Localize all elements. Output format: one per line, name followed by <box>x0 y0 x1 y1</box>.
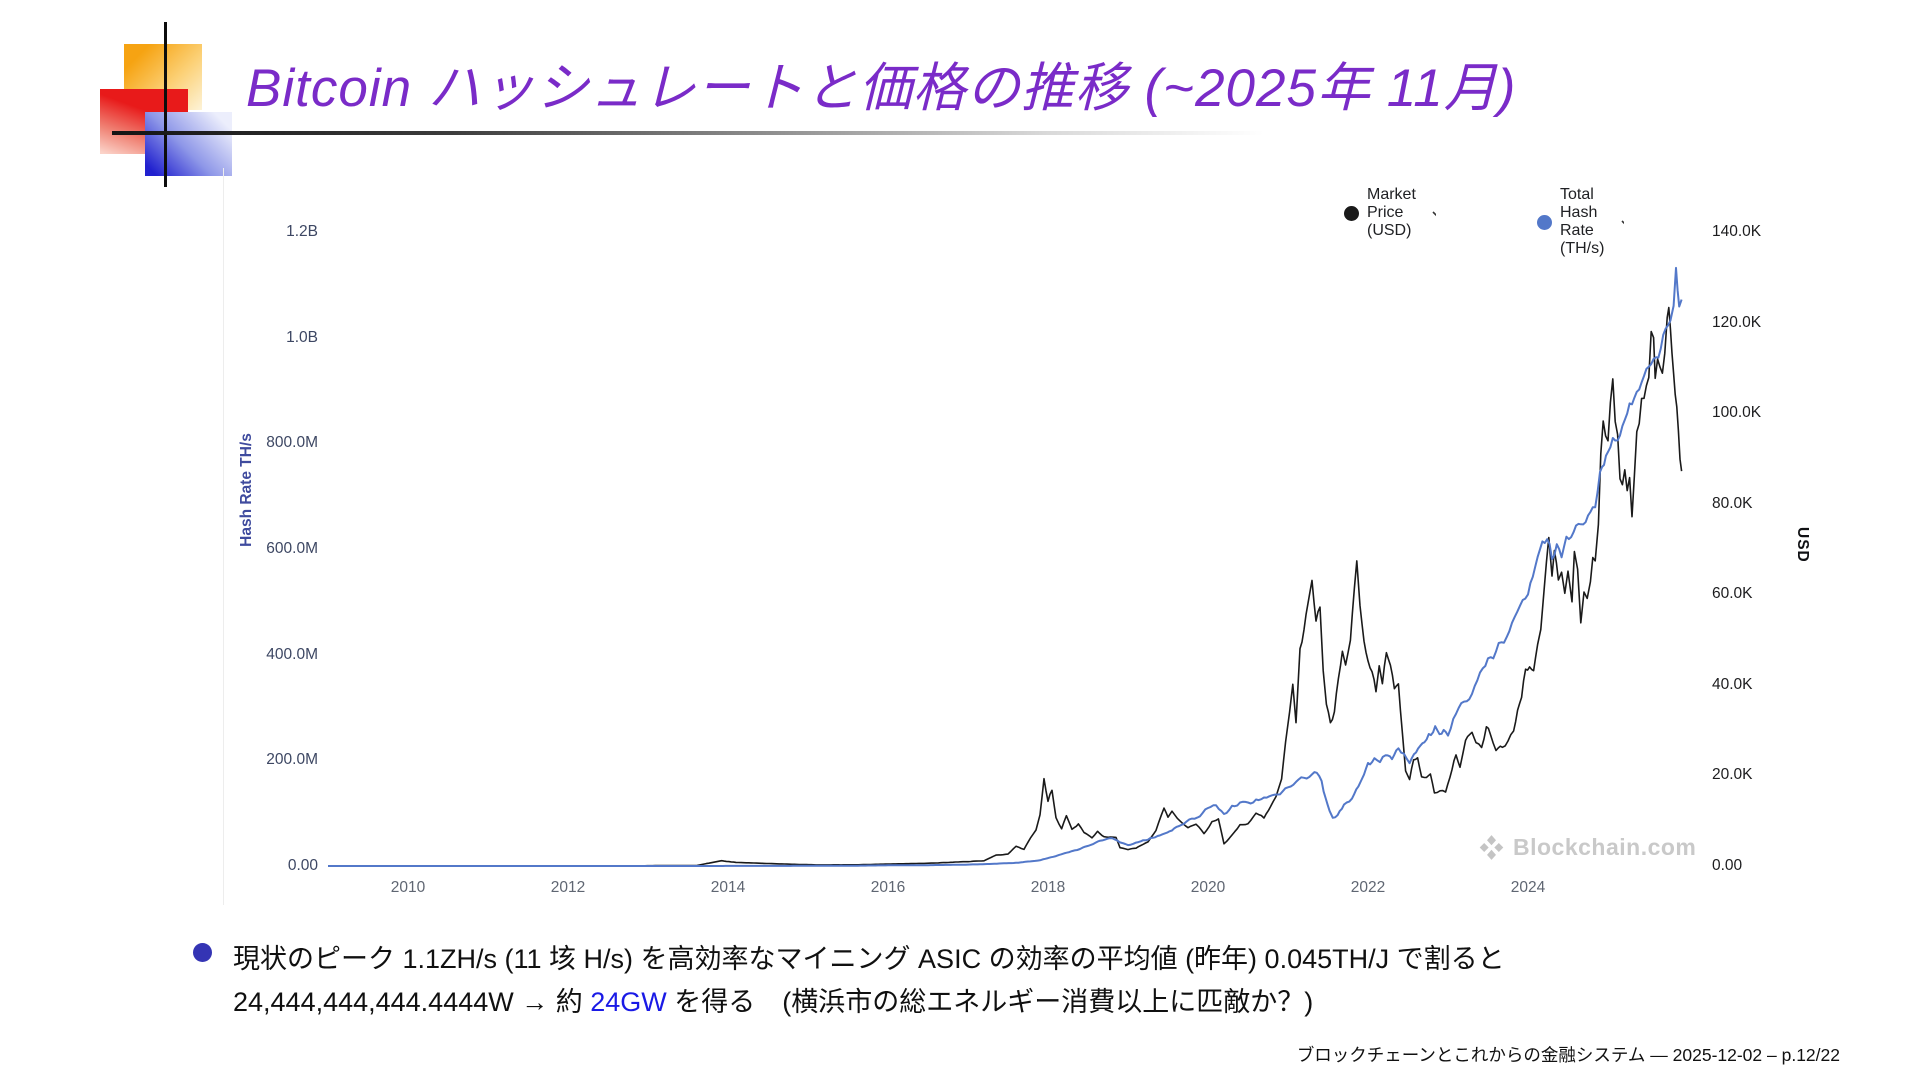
x-axis-tick: 2020 <box>1190 879 1226 896</box>
legend-label: Market Price (USD) <box>1367 186 1416 239</box>
x-axis-tick: 2016 <box>870 879 906 896</box>
bullet-text: 現状のピーク 1.1ZH/s (11 垓 H/s) を高効率なマイニング ASI… <box>233 938 1793 1024</box>
bullet-line2-pre: 24,444,444,444.4444W → 約 <box>233 987 591 1017</box>
legend-dot-icon <box>1537 214 1552 230</box>
right-axis-tick: 100.0K <box>1712 404 1762 422</box>
right-axis-tick: 80.0K <box>1712 494 1753 512</box>
legend-item-hashrate[interactable]: Total Hash Rate (TH/s) <box>1537 186 1625 258</box>
deco-vertical-line <box>164 22 167 187</box>
chart-left-border <box>223 168 224 905</box>
deco-blue-square <box>145 112 232 176</box>
blockchain-logo-icon <box>1479 835 1504 860</box>
x-axis-tick: 2024 <box>1510 879 1546 896</box>
left-axis-tick: 1.0B <box>286 328 318 346</box>
left-axis-tick: 1.2B <box>286 223 318 240</box>
left-axis-tick: 600.0M <box>266 540 318 557</box>
bullet-dot <box>193 943 212 962</box>
bullet-line1: 現状のピーク 1.1ZH/s (11 垓 H/s) を高効率なマイニング ASI… <box>233 944 1505 974</box>
x-axis-tick: 2014 <box>710 879 746 896</box>
right-axis-tick: 120.0K <box>1712 313 1762 331</box>
x-axis-tick: 2022 <box>1350 879 1386 896</box>
right-axis-tick: 140.0K <box>1712 223 1762 240</box>
blockchain-watermark: Blockchain.com <box>1478 834 1696 861</box>
bullet-line2-post: を得る (横浜市の総エネルギー消費以上に匹敵か？) <box>666 987 1314 1017</box>
left-axis-tick: 200.0M <box>266 751 318 769</box>
left-axis-tick: 800.0M <box>266 434 318 452</box>
slide-footer: ブロックチェーンとこれからの金融システム — 2025-12-02 – p.12… <box>1296 1045 1840 1065</box>
right-axis-tick: 40.0K <box>1712 675 1753 693</box>
x-axis-tick: 2018 <box>1030 879 1066 896</box>
right-axis-title: USD <box>1794 527 1811 563</box>
title-underline <box>112 131 1312 135</box>
left-axis-tick: 400.0M <box>266 645 318 663</box>
chevron-down-icon <box>1621 220 1625 225</box>
legend-item-price[interactable]: Market Price (USD) <box>1344 186 1436 240</box>
left-axis-tick: 0.00 <box>287 857 318 874</box>
watermark-text: Blockchain.com <box>1513 834 1697 860</box>
legend-label: Total Hash Rate (TH/s) <box>1560 186 1605 257</box>
legend-dot-icon <box>1344 205 1359 221</box>
right-axis-tick: 0.00 <box>1712 857 1743 874</box>
right-axis-tick: 60.0K <box>1712 585 1753 603</box>
right-axis-tick: 20.0K <box>1712 766 1753 784</box>
page-title: Bitcoin ハッシュレートと価格の推移 (~2025年 11月) <box>246 59 1517 118</box>
chevron-down-icon <box>1431 211 1436 217</box>
x-axis-tick: 2010 <box>390 879 426 896</box>
x-axis-tick: 2012 <box>550 879 586 896</box>
gw-value: 24GW <box>590 987 667 1017</box>
